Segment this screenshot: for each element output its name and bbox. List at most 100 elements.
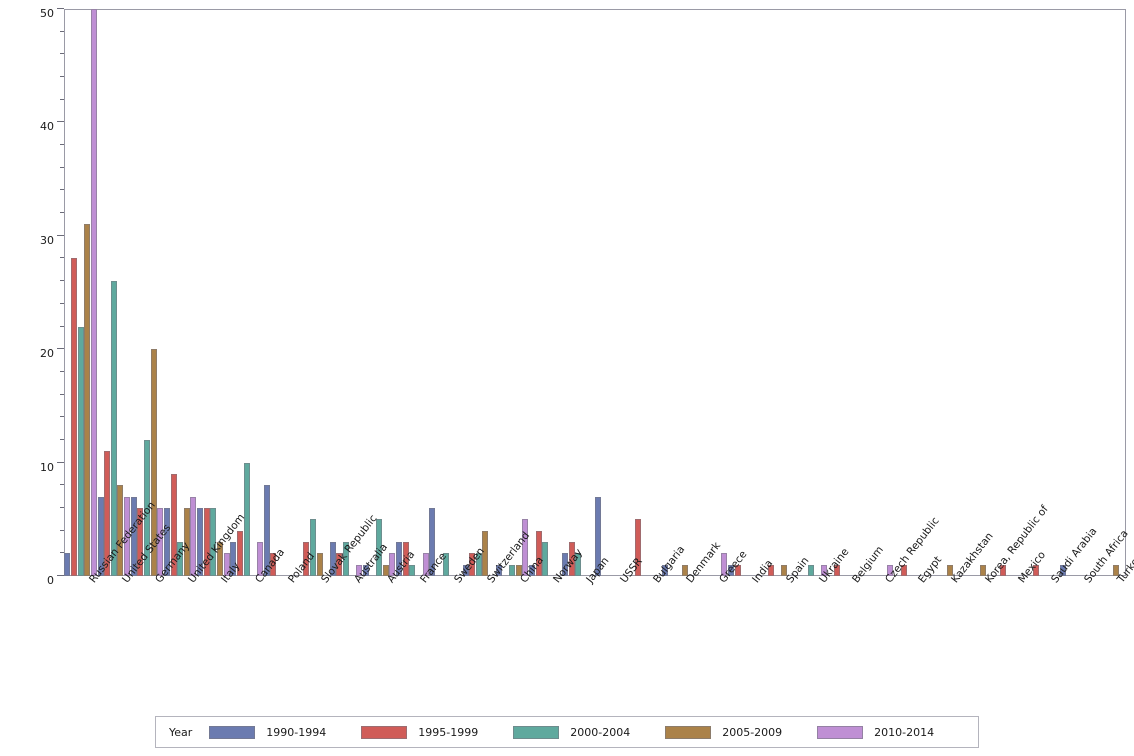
bar-group <box>97 9 130 576</box>
legend-swatch <box>513 725 560 739</box>
x-tick-label: India <box>750 558 775 586</box>
y-tick-major <box>57 348 64 350</box>
bar <box>90 9 97 576</box>
x-tick-label: Sweden <box>452 545 487 585</box>
legend-label: 1990-1994 <box>266 725 327 739</box>
legend-item[interactable]: 1990-1994 <box>209 725 327 739</box>
y-tick-minor <box>60 189 64 191</box>
bar-group <box>562 9 594 576</box>
x-tick-label: China <box>518 554 546 585</box>
bar <box>721 553 728 576</box>
bar <box>130 496 137 576</box>
x-tick-label: Turkey <box>1115 551 1134 585</box>
x-tick-label: Switzerland <box>485 530 532 586</box>
x-axis-tick-labels: Russian FederationUnited StatesGermanyUn… <box>64 499 1134 718</box>
bar <box>781 564 788 576</box>
bar <box>270 553 277 576</box>
y-tick-minor <box>60 552 64 554</box>
y-tick-minor <box>60 30 64 32</box>
x-tick-label: Czech Republic <box>883 515 942 585</box>
x-tick-label: USSR <box>618 556 645 586</box>
legend-item[interactable]: 2000-2004 <box>513 725 630 739</box>
bar <box>681 564 688 576</box>
bar <box>97 496 104 576</box>
bar-group <box>1093 9 1125 576</box>
bar <box>396 541 403 576</box>
bar <box>1000 564 1007 576</box>
bar <box>336 553 343 576</box>
bar <box>163 507 170 576</box>
y-tick-minor <box>60 484 64 486</box>
bar <box>535 530 542 576</box>
bar <box>183 507 190 576</box>
bar <box>157 507 164 576</box>
bar <box>309 519 316 576</box>
bar-group <box>1060 9 1092 576</box>
bar <box>820 564 827 576</box>
bar-group <box>429 9 461 576</box>
bar <box>236 530 243 576</box>
bar <box>263 485 270 576</box>
bar <box>64 553 71 576</box>
x-tick-label: Austria <box>385 549 417 586</box>
bar-group <box>595 9 627 576</box>
y-tick-minor <box>60 257 64 259</box>
legend-item[interactable]: 2005-2009 <box>665 725 782 739</box>
bar <box>117 485 124 576</box>
y-tick-minor <box>60 302 64 304</box>
y-tick-minor <box>60 212 64 214</box>
bar <box>190 496 197 576</box>
bar <box>834 564 841 576</box>
bar-group <box>994 9 1026 576</box>
x-tick-label: Poland <box>286 550 317 585</box>
plot-area: 0 10 20 30 40 50 <box>40 8 1126 586</box>
x-tick-label: Spain <box>784 555 812 586</box>
bar-group <box>894 9 926 576</box>
legend-label: 2010-2014 <box>874 725 935 739</box>
bar-group <box>329 9 363 576</box>
plot-frame <box>64 9 1126 576</box>
legend-item[interactable]: 1995-1999 <box>361 725 479 739</box>
x-tick-label: Germany <box>153 540 192 585</box>
x-tick-label: Denmark <box>684 540 723 585</box>
y-tick-label: 40 <box>40 120 54 134</box>
bar <box>429 507 436 576</box>
y-tick-major <box>57 121 64 123</box>
bar-group <box>529 9 561 576</box>
x-tick-label: Canada <box>253 547 287 586</box>
bar <box>70 258 77 576</box>
bar <box>442 553 449 576</box>
legend-label: 1995-1999 <box>418 725 479 739</box>
x-tick-label: Kazakhstan <box>949 530 996 585</box>
bar-group <box>927 9 959 576</box>
legend-swatch <box>665 725 712 739</box>
bar <box>887 564 894 576</box>
bar-group <box>861 9 894 576</box>
legend-swatch <box>209 725 256 739</box>
bar <box>329 541 336 576</box>
legend-item[interactable]: 2010-2014 <box>817 725 935 739</box>
y-tick-minor <box>60 76 64 78</box>
bar <box>382 564 389 576</box>
y-tick-label: 30 <box>40 233 54 247</box>
bar-group <box>396 9 429 576</box>
bar <box>77 326 84 576</box>
bar <box>767 564 774 576</box>
bar <box>1033 564 1040 576</box>
bar <box>661 564 668 576</box>
x-tick-label: United Kingdom <box>186 512 247 586</box>
bar <box>475 553 482 576</box>
legend-swatch <box>817 725 864 739</box>
bar <box>1060 564 1067 576</box>
bar-group <box>629 9 661 576</box>
bar-group <box>163 9 197 576</box>
bar <box>495 564 502 576</box>
bar <box>110 281 117 576</box>
y-tick-minor <box>60 393 64 395</box>
x-tick-label: Japan <box>584 555 611 585</box>
x-tick-label: Bulgaria <box>651 544 687 586</box>
bar <box>409 564 416 576</box>
bar <box>223 553 230 576</box>
bar <box>216 541 223 576</box>
bar <box>515 564 522 576</box>
